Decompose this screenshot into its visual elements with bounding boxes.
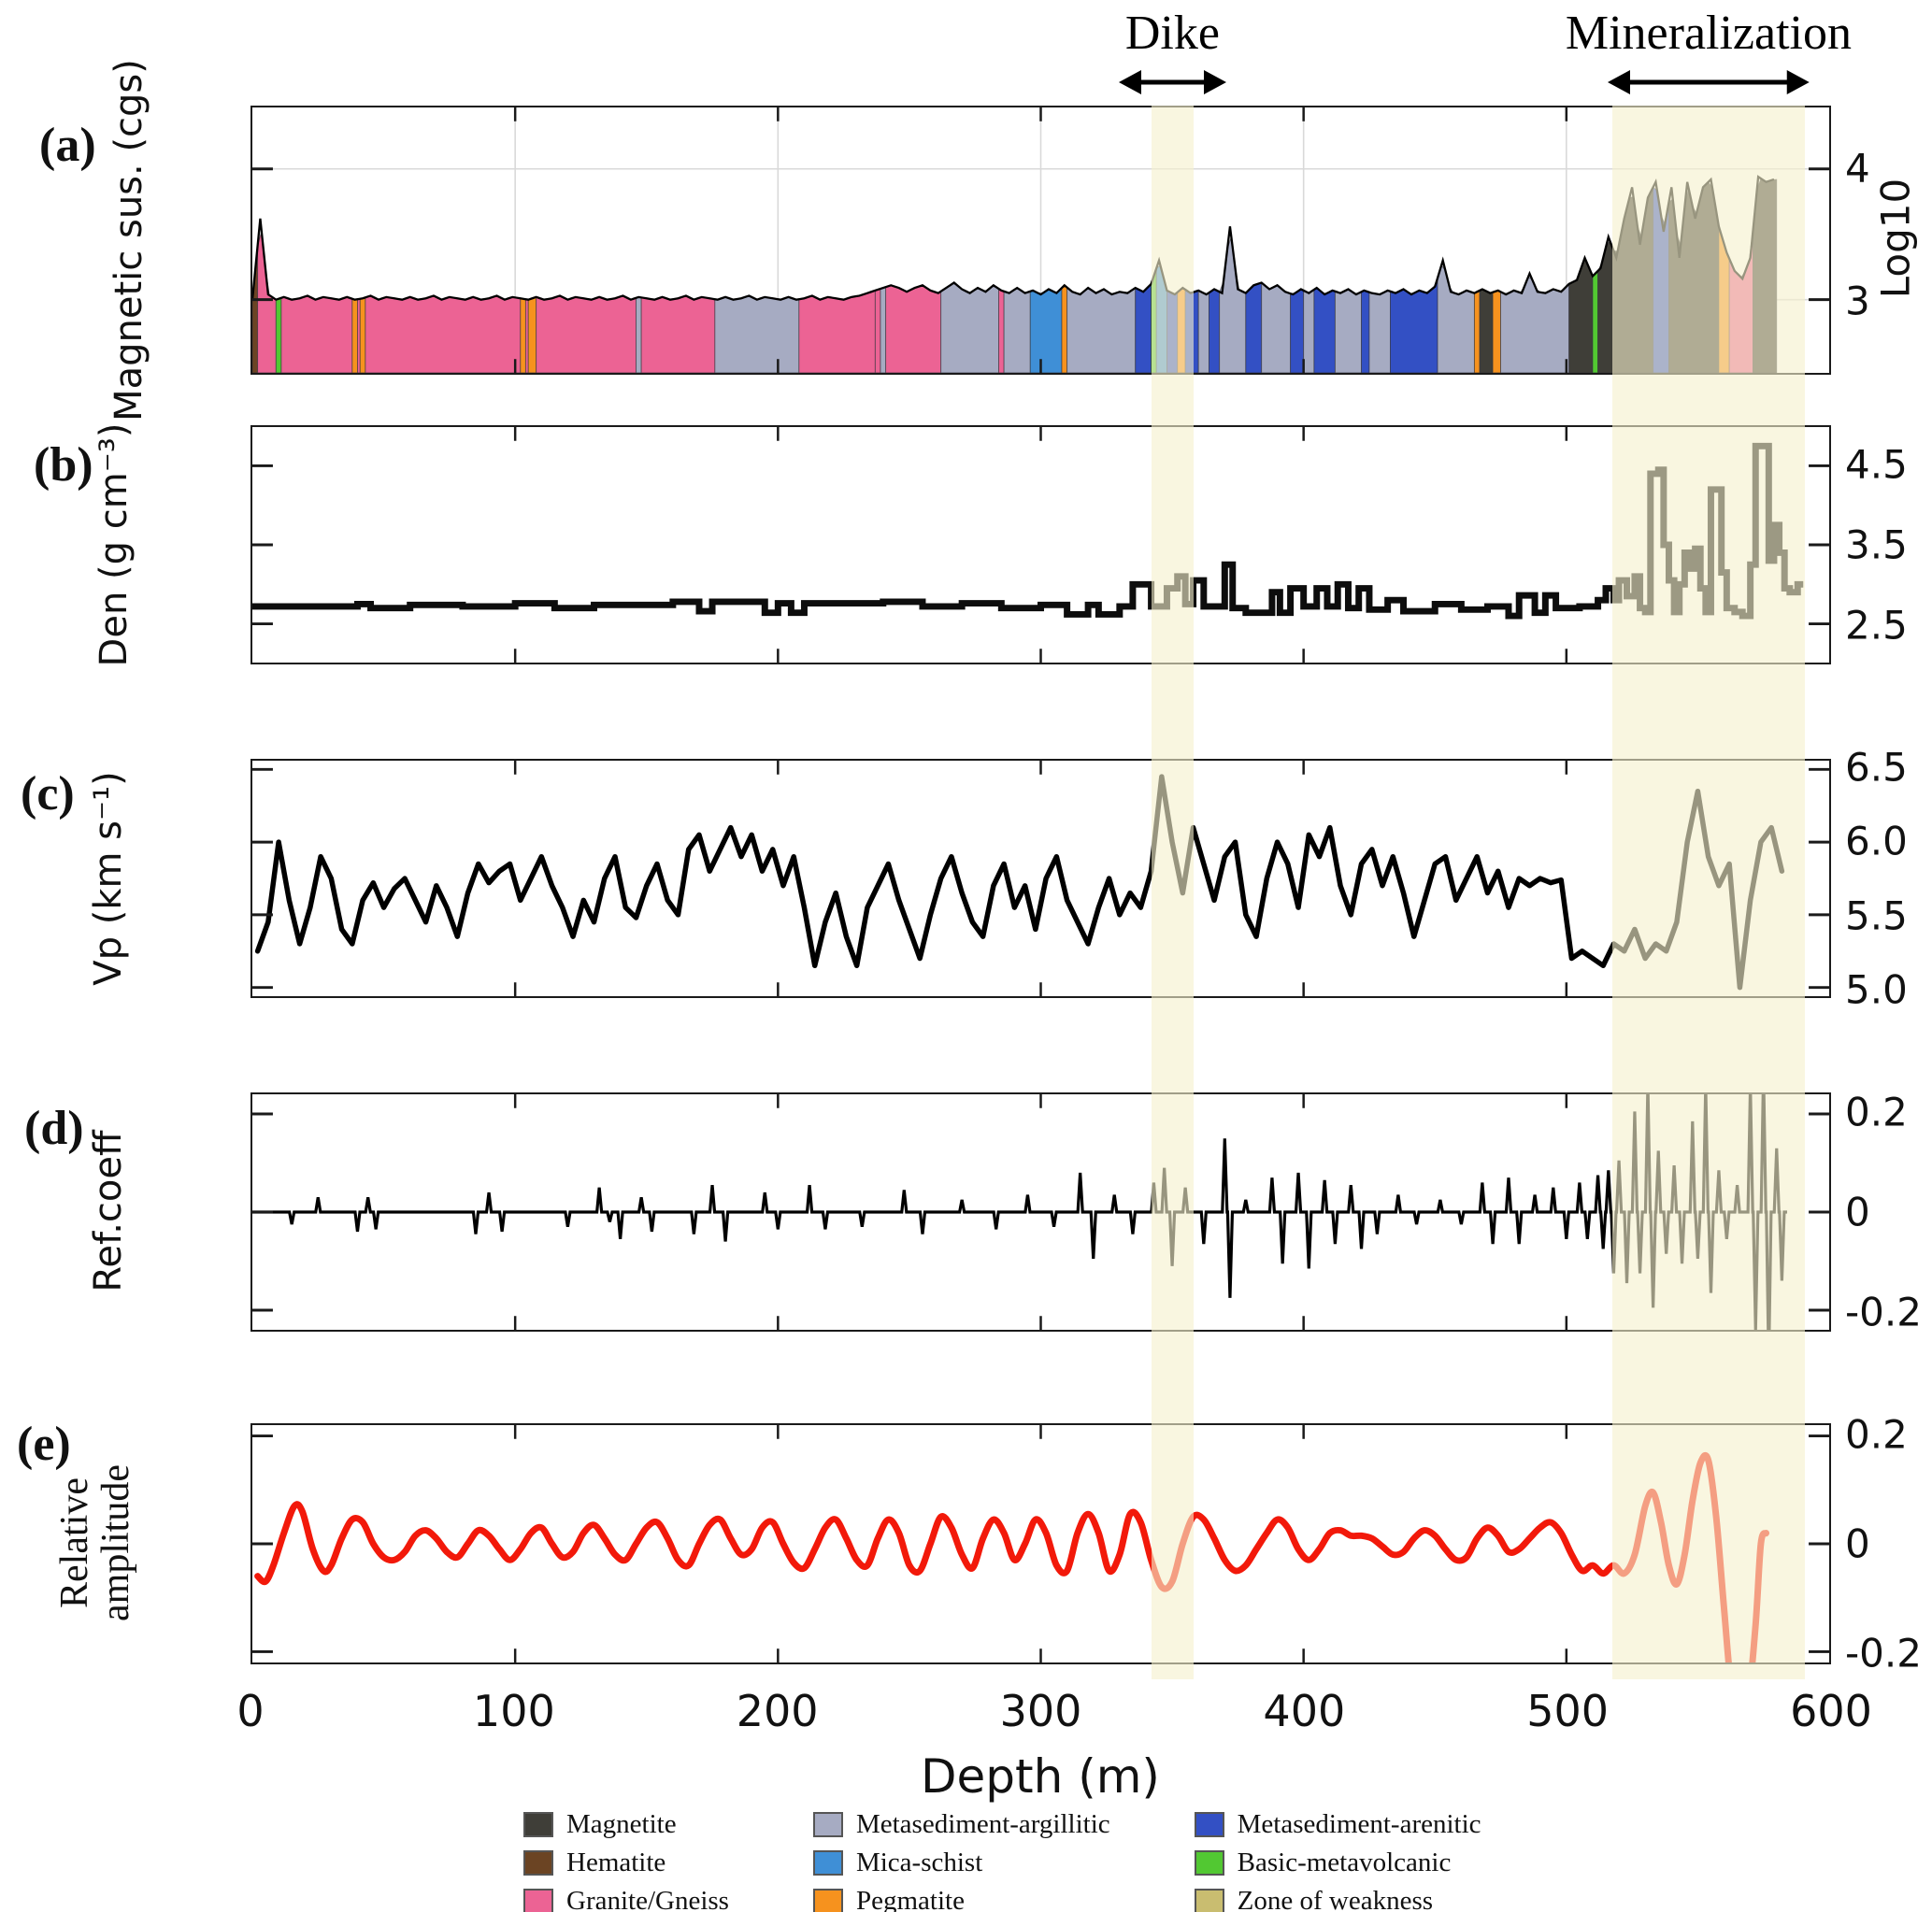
panel-a: [250, 106, 1831, 375]
legend-label-arenitic: Metasediment-arenitic: [1237, 1809, 1481, 1839]
panel-a-svg: [252, 107, 1829, 373]
legend-column-1: Magnetite Hematite Granite/Gneiss: [523, 1809, 729, 1912]
panel-d-letter: (d): [24, 1102, 84, 1155]
depth-tick-100: 100: [472, 1686, 555, 1736]
depth-tick-600: 600: [1790, 1686, 1872, 1736]
panel-d-ytick-0.2: 0.2: [1845, 1089, 1908, 1135]
panel-b-ylabel: Den (g cm⁻³): [93, 422, 136, 667]
legend-item-granite: Granite/Gneiss: [523, 1886, 729, 1912]
panel-c-svg: [252, 761, 1829, 996]
panel-c-ytick-6.5: 6.5: [1845, 744, 1908, 791]
legend-item-basic: Basic-metavolcanic: [1194, 1848, 1481, 1878]
legend-column-2: Metasediment-argillitic Mica-schist Pegmat…: [812, 1809, 1110, 1912]
panel-e: [250, 1423, 1831, 1664]
legend-label-magnetite: Magnetite: [566, 1809, 677, 1839]
x-axis-title: Depth (m): [921, 1749, 1160, 1804]
legend-item-mica: Mica-schist: [812, 1848, 1110, 1878]
legend-item-arenitic: Metasediment-arenitic: [1194, 1809, 1481, 1840]
legend-swatch-granite: [523, 1889, 553, 1912]
legend-swatch-arenitic: [1194, 1812, 1224, 1837]
panel-a-ytick-3: 3: [1845, 278, 1870, 324]
panel-d-ytick-0: 0: [1845, 1189, 1870, 1235]
depth-tick-300: 300: [999, 1686, 1082, 1736]
panel-c-ytick-5.5: 5.5: [1845, 892, 1908, 938]
legend-item-weakness: Zone of weakness: [1194, 1886, 1481, 1912]
panel-b-ytick-4.5: 4.5: [1845, 441, 1908, 488]
panel-e-ylabel: Relative amplitude: [52, 1464, 137, 1621]
panel-e-ylabel-line1: Relative: [52, 1477, 96, 1608]
legend-label-weakness: Zone of weakness: [1237, 1886, 1434, 1912]
legend-swatch-hematite: [523, 1850, 553, 1876]
panel-e-ylabel-line2: amplitude: [94, 1464, 137, 1621]
legend-item-magnetite: Magnetite: [523, 1809, 729, 1840]
panel-d: [250, 1092, 1831, 1332]
panel-c-ytick-5.0: 5.0: [1845, 966, 1908, 1013]
panel-c: [250, 759, 1831, 998]
lithology-legend: Magnetite Hematite Granite/Gneiss Metasedim…: [523, 1809, 1481, 1912]
panel-b-svg: [252, 427, 1829, 663]
dike-label: Dike: [1124, 7, 1220, 60]
mineralization-double-arrow-icon: [1608, 70, 1810, 94]
legend-item-hematite: Hematite: [523, 1848, 729, 1878]
panel-e-svg: [252, 1425, 1829, 1662]
panel-c-ytick-6.0: 6.0: [1845, 818, 1908, 864]
legend-item-argillitic: Metasediment-argillitic: [812, 1809, 1110, 1840]
panel-e-ytick-0.2: 0.2: [1845, 1411, 1908, 1458]
panel-b-ytick-2.5: 2.5: [1845, 602, 1908, 649]
legend-label-pegmatite: Pegmatite: [855, 1886, 965, 1912]
panel-d-ytick--0.2: -0.2: [1845, 1289, 1922, 1335]
panel-c-letter: (c): [21, 767, 75, 820]
legend-label-hematite: Hematite: [566, 1848, 666, 1877]
panel-a-letter: (a): [39, 119, 96, 172]
depth-tick-200: 200: [736, 1686, 819, 1736]
panel-e-letter: (e): [17, 1418, 71, 1471]
legend-swatch-magnetite: [523, 1812, 553, 1837]
legend-item-pegmatite: Pegmatite: [812, 1886, 1110, 1912]
depth-tick-0: 0: [236, 1686, 265, 1736]
panel-e-ytick-0: 0: [1845, 1520, 1870, 1567]
legend-swatch-pegmatite: [812, 1889, 843, 1912]
panel-d-ylabel: Ref.coeff: [87, 1130, 130, 1292]
panel-b-ytick-3.5: 3.5: [1845, 521, 1908, 568]
legend-column-3: Metasediment-arenitic Basic-metavolcanic Z…: [1194, 1809, 1481, 1912]
legend-label-basic: Basic-metavolcanic: [1237, 1848, 1452, 1877]
panel-e-ytick--0.2: -0.2: [1845, 1630, 1922, 1677]
depth-tick-400: 400: [1263, 1686, 1346, 1736]
legend-swatch-basic: [1194, 1850, 1224, 1876]
legend-swatch-mica: [812, 1850, 843, 1876]
panel-b: [250, 425, 1831, 664]
legend-swatch-argillitic: [812, 1812, 843, 1837]
panel-a-ytick-4: 4: [1845, 145, 1870, 192]
legend-label-granite: Granite/Gneiss: [566, 1886, 729, 1912]
panel-b-letter: (b): [34, 438, 93, 492]
legend-label-argillitic: Metasediment-argillitic: [855, 1809, 1110, 1839]
dike-double-arrow-icon: [1118, 70, 1226, 94]
legend-swatch-weakness: [1194, 1889, 1224, 1912]
panel-a-right-axis-label: Log10: [1872, 178, 1919, 299]
depth-tick-500: 500: [1526, 1686, 1610, 1736]
panel-d-svg: [252, 1094, 1829, 1330]
panel-c-ylabel: Vp (km s⁻¹): [87, 771, 130, 986]
panel-a-ylabel: Magnetic sus. (cgs): [107, 59, 150, 421]
mineralization-label: Mineralization: [1565, 7, 1852, 60]
legend-label-mica: Mica-schist: [855, 1848, 983, 1877]
